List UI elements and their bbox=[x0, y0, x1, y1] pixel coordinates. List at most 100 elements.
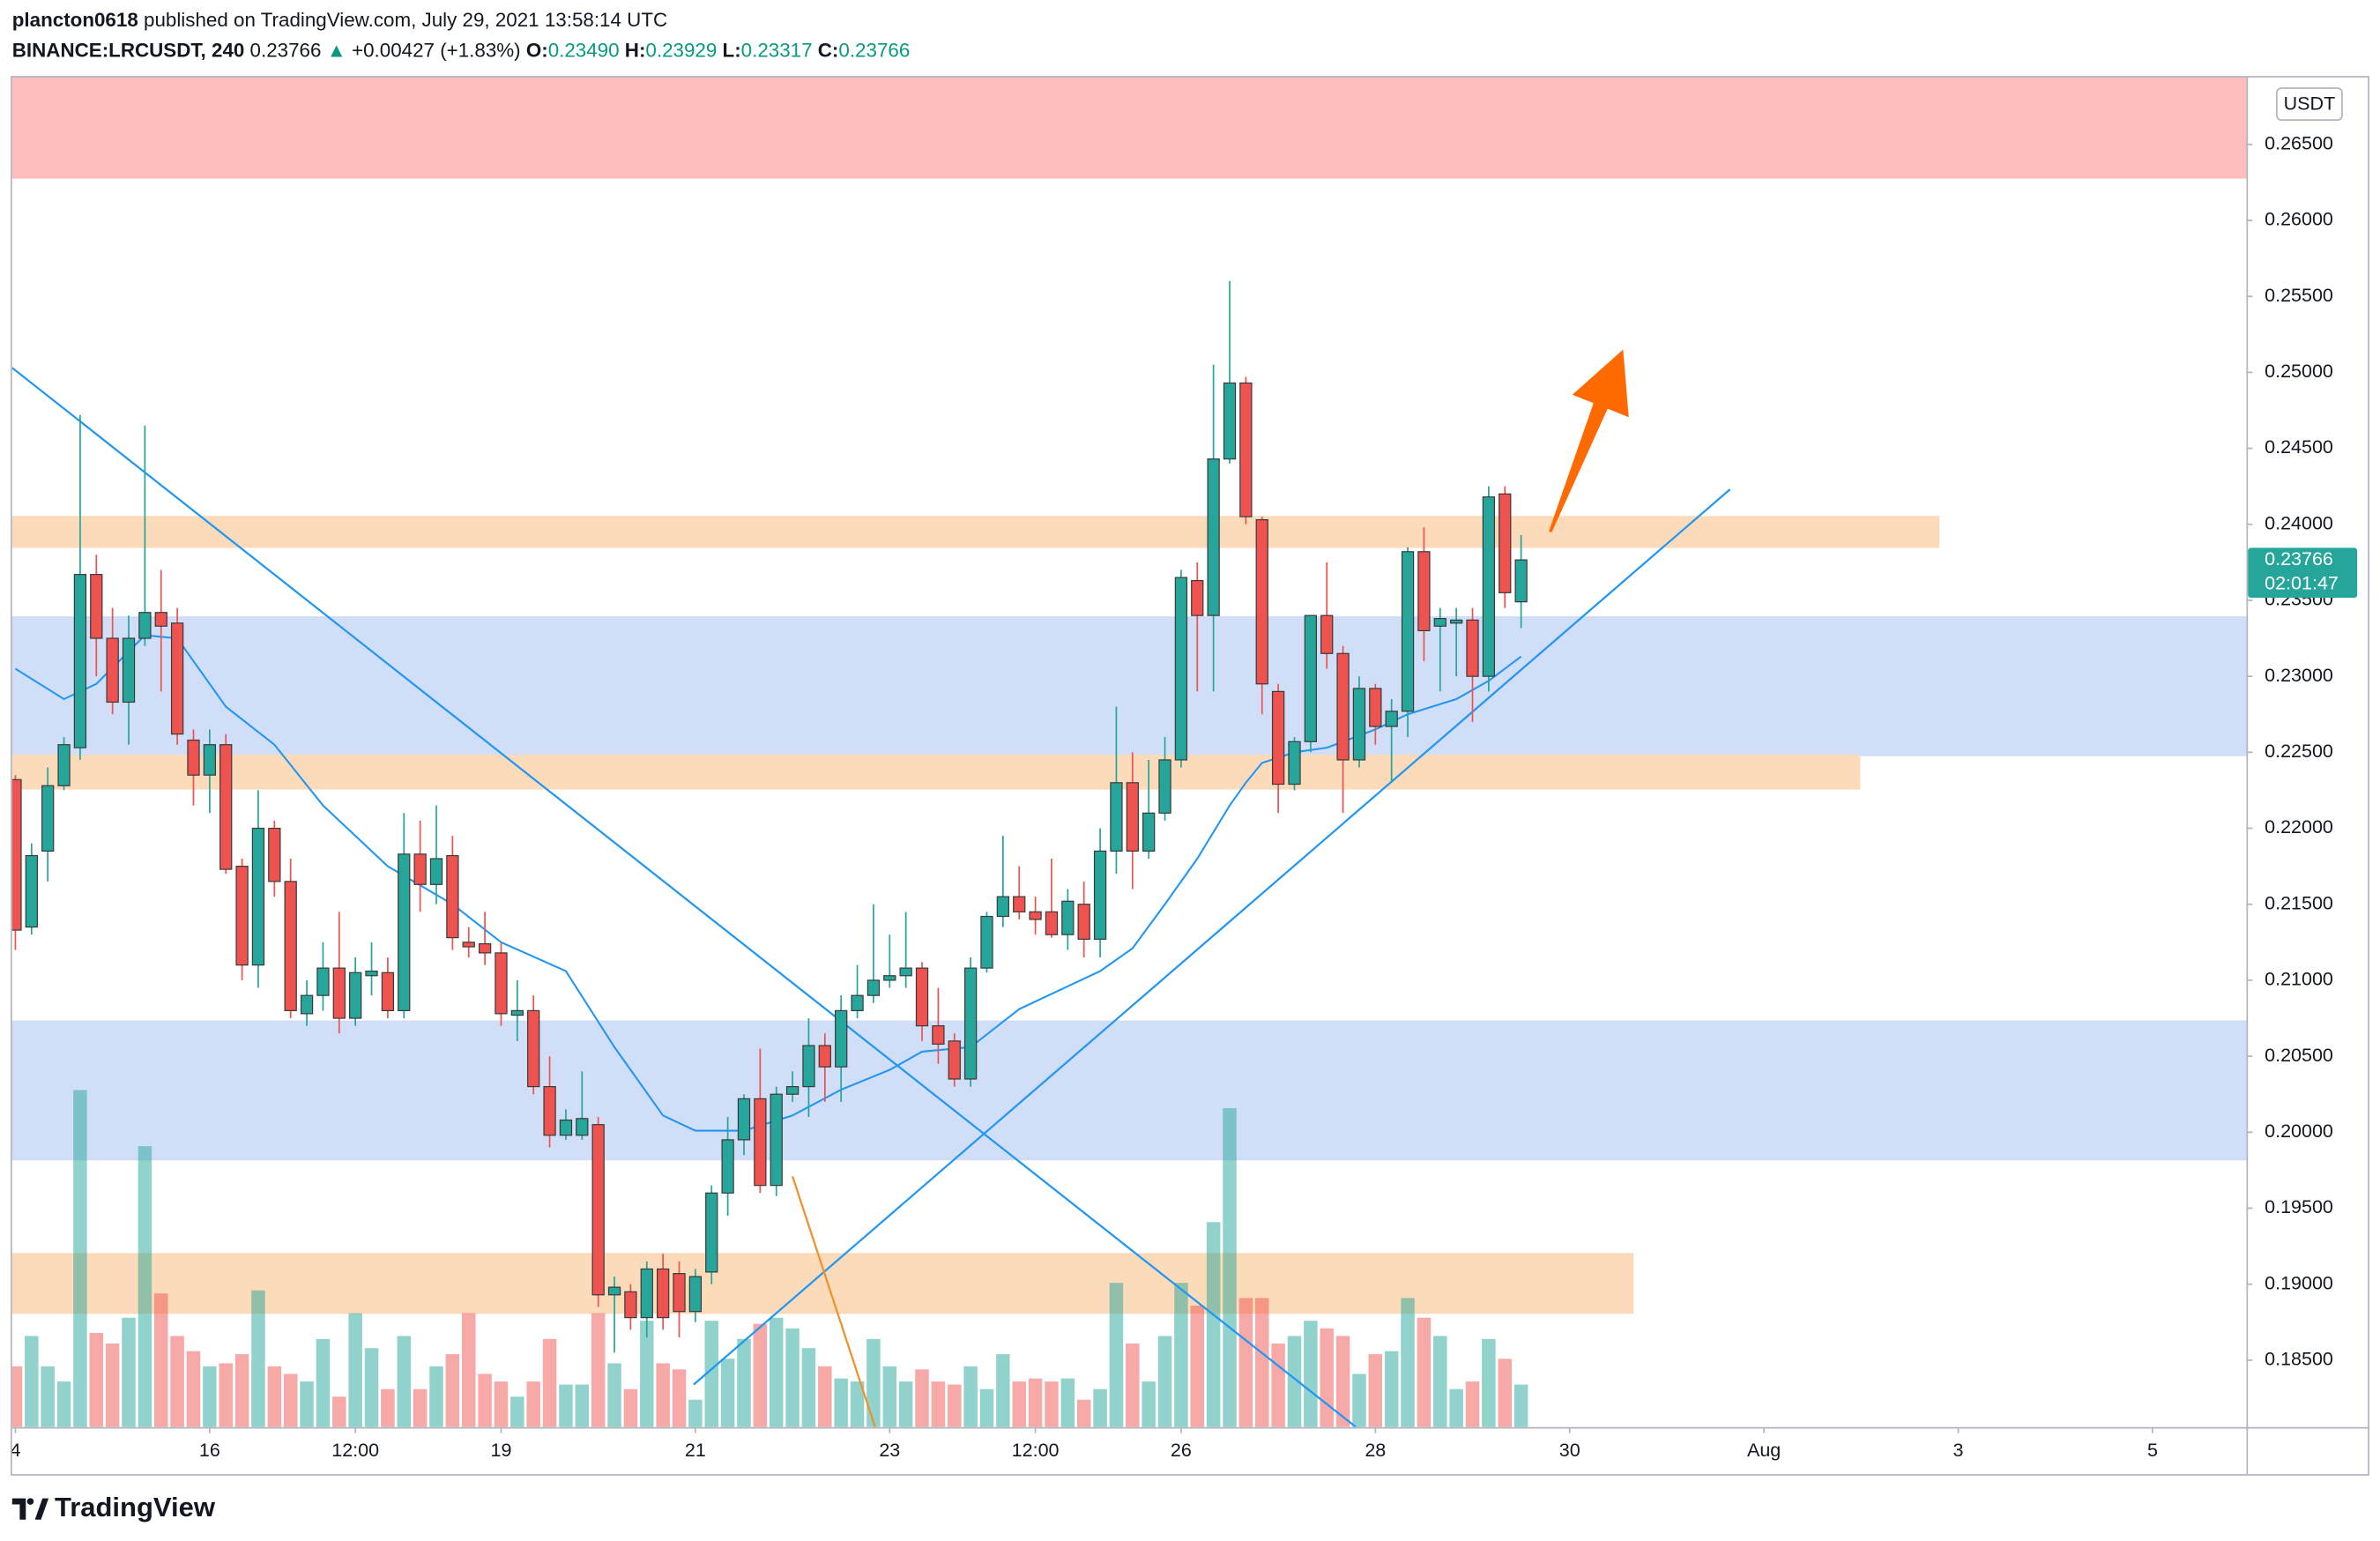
candle-body bbox=[268, 827, 281, 882]
volume-bar bbox=[154, 1293, 168, 1427]
volume-bar bbox=[1352, 1374, 1366, 1427]
candle-body bbox=[284, 881, 297, 1011]
candle-body bbox=[673, 1273, 686, 1313]
candle-body bbox=[300, 994, 314, 1015]
x-tick-label: Aug bbox=[1747, 1440, 1781, 1461]
brand-logo bbox=[11, 1498, 49, 1520]
volume-bar bbox=[979, 1388, 994, 1427]
x-tick-label: 4 bbox=[10, 1440, 20, 1461]
candle-body bbox=[1466, 619, 1479, 677]
zone bbox=[11, 616, 2247, 756]
candle-body bbox=[899, 967, 912, 977]
volume-bar bbox=[640, 1321, 654, 1427]
volume-bar bbox=[1093, 1388, 1107, 1427]
volume-bar bbox=[1401, 1298, 1415, 1427]
candle-body bbox=[478, 942, 492, 954]
x-tick-label: 23 bbox=[879, 1440, 900, 1461]
volume-bar bbox=[704, 1321, 718, 1427]
trend-line bbox=[693, 488, 1731, 1386]
c-value: 0.23766 bbox=[838, 40, 910, 62]
candle-body bbox=[154, 612, 167, 627]
volume-bar bbox=[720, 1359, 735, 1427]
candle-body bbox=[688, 1276, 703, 1313]
candle-body bbox=[398, 853, 411, 1011]
volume-bar bbox=[769, 1317, 784, 1427]
candle-body bbox=[122, 637, 136, 704]
axes: 0.18500 0.19000 0.19500 0.20000 0.20500 0.210… bbox=[10, 132, 2358, 1461]
candle-body bbox=[429, 858, 443, 885]
candle-body bbox=[187, 739, 200, 776]
volume-bar bbox=[672, 1369, 687, 1427]
l-label: L: bbox=[723, 40, 741, 62]
publish-line: plancton0618 published on TradingView.co… bbox=[12, 9, 667, 31]
volume-bar bbox=[413, 1388, 428, 1427]
volume-bar bbox=[866, 1338, 881, 1427]
candle-body bbox=[1077, 904, 1090, 940]
candle-body bbox=[607, 1286, 621, 1296]
candle-body bbox=[90, 574, 103, 639]
volume-bar bbox=[25, 1336, 39, 1427]
volume-bar bbox=[1320, 1328, 1334, 1427]
unit-box bbox=[2276, 87, 2343, 122]
candle-body bbox=[510, 1009, 524, 1016]
candle-body bbox=[413, 853, 427, 885]
volume-bar bbox=[316, 1338, 331, 1427]
zone bbox=[11, 754, 1861, 790]
volume-bar bbox=[526, 1381, 540, 1427]
volume-bar bbox=[1157, 1336, 1172, 1427]
x-tick-label: 21 bbox=[685, 1440, 706, 1461]
volume-bar bbox=[656, 1363, 670, 1427]
volume-bar bbox=[559, 1384, 573, 1427]
volume-bar bbox=[478, 1374, 492, 1427]
volume-bar bbox=[1335, 1336, 1350, 1427]
volume-bar bbox=[963, 1366, 978, 1427]
candle-body bbox=[495, 952, 508, 1015]
candle-body bbox=[381, 972, 395, 1011]
volume-bar bbox=[898, 1381, 913, 1427]
candle-body bbox=[1223, 382, 1237, 460]
volume-bar bbox=[1287, 1336, 1302, 1427]
candle-body bbox=[1433, 618, 1447, 627]
candle-body bbox=[349, 972, 362, 1019]
volume-bar bbox=[591, 1313, 606, 1427]
volume-bar bbox=[11, 1366, 23, 1427]
volume-bar bbox=[834, 1378, 848, 1427]
volume-bar bbox=[1238, 1298, 1253, 1427]
volume-bar bbox=[510, 1396, 524, 1427]
candle-body bbox=[365, 970, 378, 977]
volume-bar bbox=[1433, 1336, 1447, 1427]
volume-bar bbox=[542, 1338, 557, 1427]
candle-body bbox=[559, 1119, 573, 1136]
volume-bar bbox=[348, 1313, 362, 1427]
y-tick-label: 0.22500 bbox=[2265, 741, 2333, 762]
candle-body bbox=[1385, 711, 1398, 727]
volume-bar bbox=[915, 1369, 929, 1427]
candle-body bbox=[1142, 812, 1156, 852]
candle-body bbox=[818, 1045, 831, 1068]
zone bbox=[11, 516, 1940, 548]
symbol-line: BINANCE:LRCUSDT, 240 0.23766 ▲ +0.00427 … bbox=[12, 40, 911, 62]
volume-bar bbox=[89, 1332, 104, 1427]
candle-body bbox=[1369, 688, 1382, 727]
volume-bar bbox=[1271, 1344, 1285, 1427]
logo-slash bbox=[34, 1498, 49, 1520]
volume-bar bbox=[850, 1381, 865, 1427]
candle-body bbox=[656, 1268, 670, 1319]
candle-body bbox=[1110, 782, 1123, 852]
volume-bar bbox=[688, 1399, 703, 1427]
candle-body bbox=[251, 827, 265, 966]
y-tick-label: 0.25000 bbox=[2265, 361, 2333, 382]
candle-body bbox=[527, 1009, 540, 1088]
volume-bar bbox=[332, 1396, 346, 1427]
candle-body bbox=[316, 967, 330, 996]
candle-body bbox=[737, 1098, 751, 1141]
candle-body bbox=[1029, 911, 1042, 920]
candle-body bbox=[1352, 688, 1366, 761]
volume-bar bbox=[170, 1336, 184, 1427]
candle-body bbox=[543, 1085, 556, 1136]
volume-bar bbox=[251, 1290, 265, 1427]
candle-body bbox=[705, 1192, 718, 1273]
volume-bar bbox=[219, 1363, 233, 1427]
countdown: 02:01:47 bbox=[2265, 572, 2339, 593]
last: 0.23766 bbox=[250, 40, 322, 62]
